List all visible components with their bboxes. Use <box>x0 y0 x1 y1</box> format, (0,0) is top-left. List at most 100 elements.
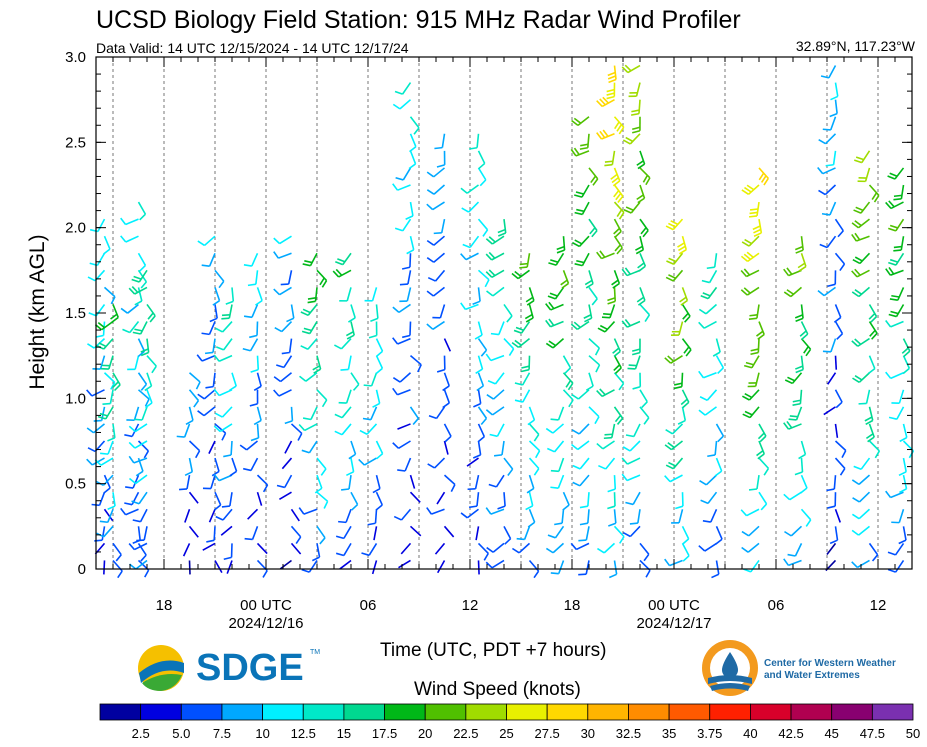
wind-barb <box>511 542 531 554</box>
wind-barb <box>474 321 483 340</box>
wind-barb <box>426 184 446 195</box>
wind-barb <box>818 184 837 196</box>
wind-barb <box>486 286 505 297</box>
wind-barb <box>182 543 191 557</box>
sdge-trademark: TM <box>310 649 321 656</box>
wind-barb <box>851 232 870 242</box>
wind-barb <box>608 509 617 527</box>
wind-barb <box>608 560 618 579</box>
wind-barb <box>613 201 625 220</box>
wind-barb <box>364 287 378 302</box>
wind-barb <box>741 525 760 537</box>
wind-barb <box>392 303 411 314</box>
wind-barb <box>426 286 445 297</box>
wind-barb <box>146 355 157 374</box>
wind-barb <box>627 355 641 370</box>
wind-barb <box>698 406 717 416</box>
wind-barb <box>578 560 590 576</box>
wind-barb <box>797 253 807 272</box>
wind-barb <box>588 218 598 238</box>
wind-barb <box>588 286 598 306</box>
wind-barb <box>787 543 803 557</box>
sdge-logo: SDGE TM <box>136 643 326 691</box>
wind-barb <box>316 389 328 408</box>
wind-barb <box>572 457 590 470</box>
wind-barb <box>740 508 760 517</box>
wind-barb <box>178 474 191 491</box>
wind-barb <box>487 372 505 385</box>
wind-barb <box>885 320 904 328</box>
wind-barb <box>598 457 616 470</box>
wind-barb <box>128 440 148 449</box>
wind-barb <box>570 542 590 551</box>
wind-barb <box>128 542 148 551</box>
wind-barb <box>460 184 479 194</box>
colorbar-swatch <box>587 703 629 721</box>
wind-barb <box>140 338 150 357</box>
wind-barb <box>110 304 119 323</box>
wind-barb <box>226 560 233 574</box>
wind-barb <box>679 287 689 306</box>
colorbar-tick-label: 32.5 <box>616 726 641 741</box>
wind-barb <box>214 423 227 441</box>
wind-barb <box>613 372 625 391</box>
wind-barb <box>611 270 621 289</box>
wind-barb <box>279 559 292 570</box>
wind-barb <box>361 542 378 557</box>
wind-barb <box>868 304 878 323</box>
wind-barb <box>671 509 684 524</box>
wind-barb <box>606 82 616 100</box>
wind-barb <box>347 304 356 323</box>
station-location: 32.89°N, 117.23°W <box>795 38 915 54</box>
wind-barb <box>758 457 770 476</box>
wind-barb <box>443 338 452 352</box>
wind-barb <box>370 304 379 322</box>
wind-barb <box>460 508 479 519</box>
wind-barb <box>829 99 838 118</box>
wind-barb <box>221 304 233 320</box>
wind-barb <box>477 423 486 443</box>
wind-barb <box>898 457 907 477</box>
wind-barb <box>700 286 718 300</box>
wind-barb <box>397 423 411 430</box>
wind-barb <box>798 440 807 460</box>
wind-barb <box>409 133 417 153</box>
wind-barb <box>406 236 415 255</box>
wind-barb <box>528 440 541 459</box>
wind-barb <box>681 543 690 562</box>
wind-barb <box>131 491 148 505</box>
wind-barb <box>346 457 355 477</box>
wind-barb <box>137 389 150 407</box>
wind-barb <box>853 201 871 214</box>
wind-barb <box>701 269 718 284</box>
wind-barb <box>556 236 566 254</box>
wind-barb <box>436 491 446 505</box>
wind-barb <box>677 235 688 255</box>
wind-barb <box>603 423 616 440</box>
wind-barb <box>527 406 536 426</box>
wind-barb <box>681 304 691 323</box>
wind-barb <box>639 303 651 322</box>
wind-barb <box>301 440 318 454</box>
wind-barb <box>204 338 216 355</box>
wind-barb <box>834 389 843 409</box>
wind-barb <box>426 167 446 178</box>
wind-barb <box>461 201 480 213</box>
wind-barb <box>511 337 531 349</box>
wind-barb <box>497 492 506 510</box>
wind-barb <box>132 321 148 335</box>
wind-barb <box>402 321 412 339</box>
wind-barb <box>92 355 106 370</box>
wind-barb <box>851 218 870 229</box>
wind-barb <box>86 389 105 397</box>
wind-barb <box>409 406 420 426</box>
wind-barb <box>437 560 446 574</box>
wind-barb <box>134 406 148 421</box>
wind-barb <box>826 542 837 555</box>
wind-barb <box>681 525 690 545</box>
wind-barb <box>741 184 760 195</box>
wind-barb <box>375 440 384 460</box>
wind-barb <box>469 133 480 150</box>
wind-barb <box>548 252 565 266</box>
wind-barb <box>748 304 760 320</box>
